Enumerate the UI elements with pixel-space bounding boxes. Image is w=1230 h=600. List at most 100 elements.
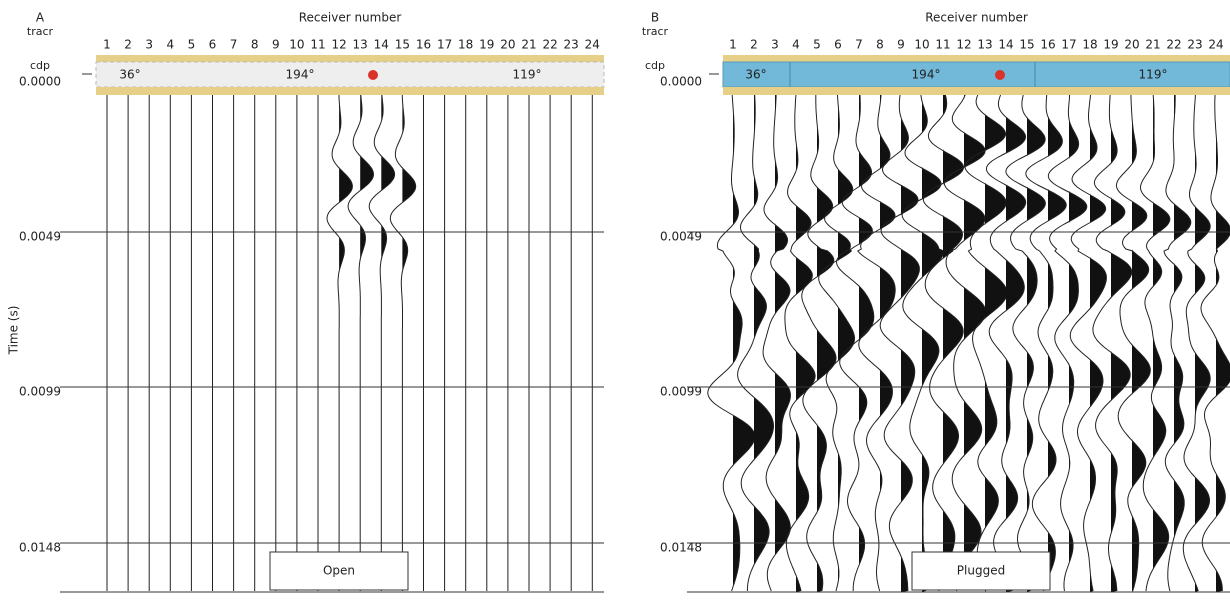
receiver-number: 8 [876, 38, 884, 52]
trace [707, 94, 756, 592]
trace-fill [817, 95, 836, 592]
trace [964, 94, 1008, 592]
trace [326, 95, 353, 591]
receiver-number: 3 [771, 38, 779, 52]
trace-fill [796, 95, 816, 592]
trace [1163, 95, 1192, 592]
receiver-number: 24 [1208, 38, 1223, 52]
time-label: 0.0049 [660, 230, 702, 244]
trace [1115, 94, 1151, 592]
receiver-number: 17 [1061, 38, 1076, 52]
time-label: 0.0000 [660, 75, 702, 89]
trace-fill [1216, 95, 1230, 592]
state-label: Plugged [957, 564, 1005, 578]
trace [901, 94, 945, 592]
trace [1182, 94, 1211, 592]
trace [784, 94, 816, 592]
source-dot [368, 70, 378, 80]
receiver-number: 2 [124, 38, 132, 52]
banner-top [96, 55, 604, 62]
trace [737, 94, 774, 591]
receiver-number: 10 [289, 38, 304, 52]
trace [368, 94, 396, 591]
receiver-number: 23 [1187, 38, 1202, 52]
receiver-number: 2 [750, 38, 758, 52]
banner-bottom [723, 87, 1230, 95]
receiver-number: 4 [792, 38, 800, 52]
trace-fill [838, 95, 855, 592]
banner-top [723, 55, 1230, 62]
trace [1047, 94, 1088, 592]
trace-fill [1027, 95, 1046, 592]
receiver-number: 21 [1145, 38, 1160, 52]
receiver-number: 21 [521, 38, 536, 52]
trace-fill [1153, 95, 1170, 592]
trace-fill [1174, 95, 1191, 592]
trace-fill [1132, 95, 1151, 592]
panel-letter: B [651, 11, 659, 25]
receiver-number: 20 [500, 38, 515, 52]
receiver-number: 20 [1124, 38, 1139, 52]
banner-bottom [96, 87, 604, 95]
trace-fill [754, 95, 774, 592]
receiver-number: 3 [145, 38, 153, 52]
receiver-number: 18 [458, 38, 473, 52]
receiver-number: 12 [956, 38, 971, 52]
trace [762, 95, 792, 592]
angle-label: 194° [286, 68, 315, 82]
time-label: 0.0148 [660, 541, 702, 555]
trace [389, 95, 417, 591]
receiver-number: 11 [310, 38, 325, 52]
receiver-number: 13 [353, 38, 368, 52]
trace-fill [381, 95, 395, 592]
trace [1025, 94, 1067, 592]
receiver-number: 12 [331, 38, 346, 52]
trace [922, 94, 965, 592]
trace [985, 94, 1027, 592]
trace [1092, 94, 1133, 591]
tracr-label: tracr [27, 25, 54, 38]
trace-fill [964, 95, 986, 592]
trace [801, 95, 837, 592]
cdp-label: cdp [645, 59, 665, 72]
x-axis-title: Receiver number [299, 11, 402, 25]
trace-fill [402, 95, 416, 592]
trace-fill [1069, 95, 1087, 592]
trace [879, 94, 920, 591]
trace-fill [1090, 95, 1107, 592]
receiver-number: 17 [437, 38, 452, 52]
trace [1005, 94, 1046, 592]
trace [857, 94, 896, 592]
time-label: 0.0099 [19, 385, 61, 399]
receiver-number: 4 [166, 38, 174, 52]
trace-fill [733, 95, 755, 592]
banner-mid [95, 61, 605, 88]
panel-letter: A [36, 11, 45, 25]
receiver-number: 9 [272, 38, 280, 52]
receiver-number: 13 [977, 38, 992, 52]
cdp-label: cdp [30, 59, 50, 72]
trace [1069, 94, 1107, 592]
angle-label: 194° [912, 68, 941, 82]
angle-label: 119° [1139, 68, 1168, 82]
receiver-number: 16 [416, 38, 431, 52]
receiver-number: 1 [103, 38, 111, 52]
trace-fill [339, 95, 353, 592]
receiver-number: 5 [188, 38, 196, 52]
receiver-number: 19 [1103, 38, 1118, 52]
receiver-number: 19 [479, 38, 494, 52]
receiver-number: 22 [542, 38, 557, 52]
trace-fill [1195, 95, 1211, 592]
state-label: Open [323, 564, 355, 578]
receiver-number: 7 [855, 38, 863, 52]
banner-mid [722, 61, 1230, 88]
source-dot [995, 70, 1005, 80]
trace-fill [775, 95, 791, 592]
receiver-number: 7 [230, 38, 238, 52]
receiver-number: 24 [585, 38, 600, 52]
receiver-number: 14 [998, 38, 1013, 52]
x-axis-title: Receiver number [925, 11, 1028, 25]
time-label: 0.0148 [19, 541, 61, 555]
trace-fill [859, 95, 874, 592]
